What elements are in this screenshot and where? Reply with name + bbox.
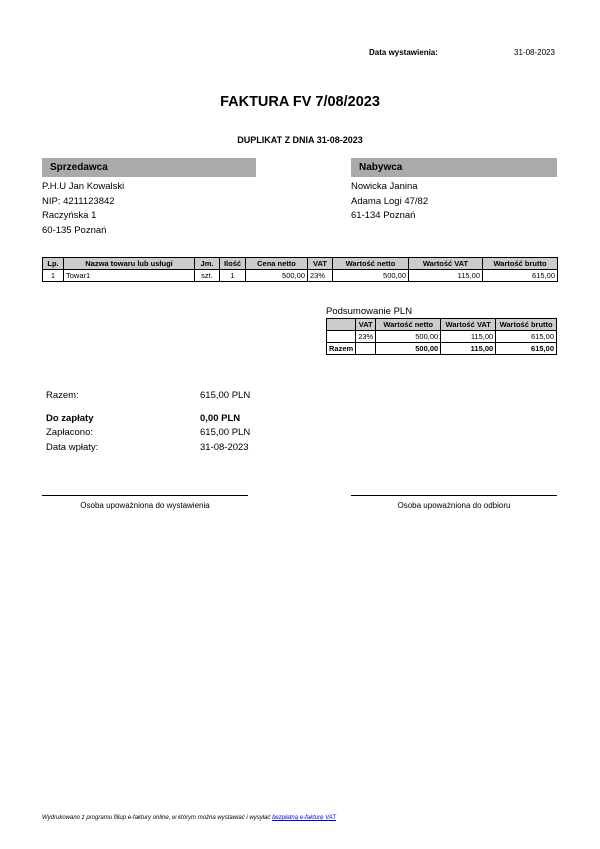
seller-header: Sprzedawca — [42, 158, 256, 177]
cell-name: Towar1 — [63, 269, 195, 282]
table-row: 1 Towar1 szt. 1 500,00 23% 500,00 115,00… — [42, 269, 558, 282]
signature-label-right: Osoba upoważniona do odbioru — [397, 501, 511, 510]
buyer-name: Nowicka Janina — [351, 181, 418, 192]
cell-lp: 1 — [42, 269, 64, 282]
zaplacono-label: Zapłacono: — [46, 427, 94, 438]
sum-col-vat: VAT — [355, 318, 377, 331]
seller-address: P.H.U Jan Kowalski NIP: 4211123842 Raczy… — [42, 180, 124, 238]
buyer-address: Nowicka Janina Adama Logi 47/82 61-134 P… — [351, 180, 428, 224]
sum-total-net: 500,00 — [375, 342, 442, 355]
col-qty: Ilość — [219, 257, 246, 270]
buyer-city: 61-134 Poznań — [351, 210, 416, 221]
col-vat: VAT — [307, 257, 333, 270]
sum-total-vat — [355, 342, 377, 355]
sum-cell-gross: 615,00 — [495, 330, 557, 343]
cell-gross: 615,00 — [482, 269, 558, 282]
footer-link[interactable]: bezpłatną e-fakturę VAT — [272, 815, 337, 821]
col-price: Cena netto — [245, 257, 308, 270]
items-header-row: Lp. Nazwa towaru lub usługi Jm. Ilość Ce… — [42, 257, 558, 270]
seller-street: Raczyńska 1 — [42, 210, 97, 221]
summary-caption: Podsumowanie PLN — [326, 306, 413, 317]
sum-col-blank — [325, 318, 357, 331]
summary-header-row: VAT Wartość netto Wartość VAT Wartość br… — [325, 318, 557, 331]
seller-nip: NIP: 4211123842 — [42, 195, 115, 207]
summary-table: VAT Wartość netto Wartość VAT Wartość br… — [325, 318, 557, 355]
col-net: Wartość netto — [332, 257, 409, 270]
cell-unit: szt. — [194, 269, 220, 282]
do-zaplaty-value: 0,00 PLN — [200, 413, 241, 424]
sum-col-vat-value: Wartość VAT — [440, 318, 497, 331]
razem-label: Razem: — [46, 390, 79, 401]
col-lp: Lp. — [42, 257, 64, 270]
sum-cell-vat-value: 115,00 — [440, 330, 497, 343]
sum-cell-net: 500,00 — [375, 330, 442, 343]
razem-value: 615,00 PLN — [200, 390, 251, 401]
footer: Wydrukowano z programu fillup e-faktury … — [42, 815, 336, 821]
footer-text: Wydrukowano z programu fillup e-faktury … — [42, 815, 273, 821]
sum-total-gross: 615,00 — [495, 342, 557, 355]
invoice-title: FAKTURA FV 7/08/2023 — [220, 94, 380, 110]
sum-cell-blank — [325, 330, 357, 343]
cell-price: 500,00 — [245, 269, 308, 282]
sum-total-vat-value: 115,00 — [440, 342, 497, 355]
seller-name: P.H.U Jan Kowalski — [42, 181, 125, 192]
signature-line-right — [351, 495, 557, 496]
buyer-header: Nabywca — [351, 158, 557, 177]
issue-date: 31-08-2023 — [514, 48, 555, 57]
sum-col-gross: Wartość brutto — [495, 318, 557, 331]
data-wplaty-value: 31-08-2023 — [200, 442, 249, 453]
seller-city: 60-135 Poznań — [42, 224, 107, 236]
issue-date-label: Data wystawienia: — [369, 48, 438, 57]
sum-col-net: Wartość netto — [375, 318, 442, 331]
cell-net: 500,00 — [332, 269, 409, 282]
signature-label-left: Osoba upoważniona do wystawienia — [80, 501, 210, 510]
summary-total-row: Razem 500,00 115,00 615,00 — [325, 342, 557, 355]
duplicate-subtitle: DUPLIKAT Z DNIA 31-08-2023 — [237, 135, 363, 145]
cell-vat: 23% — [307, 269, 333, 282]
sum-total-label: Razem — [325, 342, 357, 355]
col-name: Nazwa towaru lub usługi — [63, 257, 195, 270]
col-unit: Jm. — [194, 257, 220, 270]
items-table: Lp. Nazwa towaru lub usługi Jm. Ilość Ce… — [42, 257, 558, 282]
table-row: 23% 500,00 115,00 615,00 — [325, 330, 557, 343]
signature-line-left — [42, 495, 248, 496]
cell-qty: 1 — [219, 269, 246, 282]
zaplacono-value: 615,00 PLN — [200, 427, 251, 438]
col-gross: Wartość brutto — [482, 257, 558, 270]
buyer-street: Adama Logi 47/82 — [351, 195, 429, 207]
do-zaplaty-label: Do zapłaty — [46, 413, 94, 424]
sum-cell-vat: 23% — [355, 330, 377, 343]
col-vat-value: Wartość VAT — [408, 257, 483, 270]
cell-vat-value: 115,00 — [408, 269, 483, 282]
data-wplaty-label: Data wpłaty: — [46, 442, 99, 453]
